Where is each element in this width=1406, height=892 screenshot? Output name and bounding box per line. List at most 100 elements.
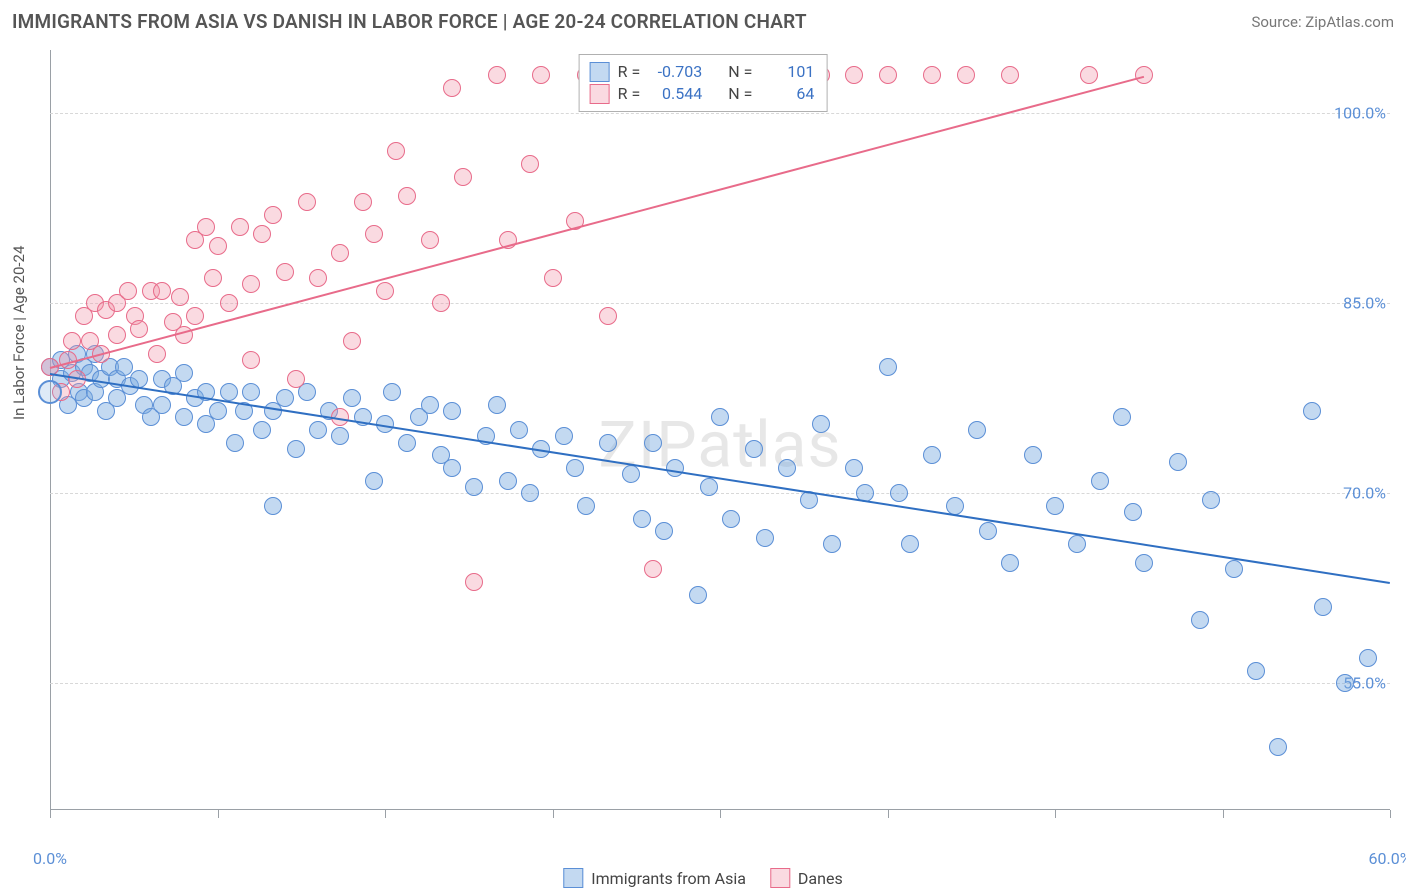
data-point-asia[interactable]	[1269, 738, 1287, 756]
data-point-danes[interactable]	[465, 573, 483, 591]
data-point-asia[interactable]	[1359, 649, 1377, 667]
data-point-asia[interactable]	[1091, 472, 1109, 490]
data-point-danes[interactable]	[644, 560, 662, 578]
data-point-danes[interactable]	[845, 66, 863, 84]
data-point-asia[interactable]	[488, 396, 506, 414]
data-point-asia[interactable]	[622, 465, 640, 483]
data-point-danes[interactable]	[148, 345, 166, 363]
data-point-danes[interactable]	[253, 225, 271, 243]
data-point-danes[interactable]	[204, 269, 222, 287]
data-point-danes[interactable]	[153, 282, 171, 300]
data-point-danes[interactable]	[298, 193, 316, 211]
data-point-danes[interactable]	[119, 282, 137, 300]
data-point-asia[interactable]	[115, 358, 133, 376]
selected-point[interactable]	[38, 380, 62, 404]
data-point-danes[interactable]	[923, 66, 941, 84]
data-point-asia[interactable]	[287, 440, 305, 458]
data-point-asia[interactable]	[1124, 503, 1142, 521]
data-point-asia[interactable]	[226, 434, 244, 452]
data-point-danes[interactable]	[276, 263, 294, 281]
data-point-asia[interactable]	[655, 522, 673, 540]
data-point-danes[interactable]	[309, 269, 327, 287]
data-point-danes[interactable]	[197, 218, 215, 236]
data-point-danes[interactable]	[398, 187, 416, 205]
data-point-danes[interactable]	[387, 142, 405, 160]
data-point-asia[interactable]	[175, 408, 193, 426]
data-point-asia[interactable]	[264, 497, 282, 515]
data-point-asia[interactable]	[745, 440, 763, 458]
data-point-asia[interactable]	[383, 383, 401, 401]
data-point-asia[interactable]	[398, 434, 416, 452]
data-point-danes[interactable]	[532, 66, 550, 84]
data-point-asia[interactable]	[599, 434, 617, 452]
data-point-danes[interactable]	[599, 307, 617, 325]
data-point-danes[interactable]	[454, 168, 472, 186]
data-point-asia[interactable]	[1202, 491, 1220, 509]
data-point-asia[interactable]	[153, 396, 171, 414]
data-point-danes[interactable]	[957, 66, 975, 84]
data-point-asia[interactable]	[666, 459, 684, 477]
data-point-danes[interactable]	[231, 218, 249, 236]
data-point-danes[interactable]	[1135, 66, 1153, 84]
data-point-asia[interactable]	[756, 529, 774, 547]
data-point-asia[interactable]	[1225, 560, 1243, 578]
data-point-asia[interactable]	[566, 459, 584, 477]
data-point-asia[interactable]	[845, 459, 863, 477]
data-point-asia[interactable]	[365, 472, 383, 490]
data-point-asia[interactable]	[343, 389, 361, 407]
data-point-asia[interactable]	[979, 522, 997, 540]
data-point-asia[interactable]	[1191, 611, 1209, 629]
data-point-danes[interactable]	[376, 282, 394, 300]
data-point-danes[interactable]	[242, 351, 260, 369]
data-point-asia[interactable]	[577, 497, 595, 515]
data-point-asia[interactable]	[1303, 402, 1321, 420]
data-point-asia[interactable]	[901, 535, 919, 553]
data-point-asia[interactable]	[276, 389, 294, 407]
data-point-asia[interactable]	[1135, 554, 1153, 572]
data-point-asia[interactable]	[555, 427, 573, 445]
data-point-danes[interactable]	[331, 244, 349, 262]
legend-item-asia[interactable]: Immigrants from Asia	[563, 868, 746, 888]
data-point-asia[interactable]	[923, 446, 941, 464]
data-point-asia[interactable]	[521, 484, 539, 502]
data-point-danes[interactable]	[63, 332, 81, 350]
data-point-danes[interactable]	[432, 294, 450, 312]
data-point-asia[interactable]	[823, 535, 841, 553]
data-point-asia[interactable]	[1314, 598, 1332, 616]
data-point-asia[interactable]	[700, 478, 718, 496]
data-point-asia[interactable]	[242, 383, 260, 401]
data-point-asia[interactable]	[443, 459, 461, 477]
data-point-asia[interactable]	[421, 396, 439, 414]
data-point-danes[interactable]	[264, 206, 282, 224]
data-point-asia[interactable]	[879, 358, 897, 376]
data-point-danes[interactable]	[186, 307, 204, 325]
data-point-asia[interactable]	[220, 383, 238, 401]
data-point-danes[interactable]	[287, 370, 305, 388]
data-point-asia[interactable]	[175, 364, 193, 382]
data-point-asia[interactable]	[209, 402, 227, 420]
data-point-asia[interactable]	[968, 421, 986, 439]
data-point-danes[interactable]	[521, 155, 539, 173]
data-point-danes[interactable]	[209, 237, 227, 255]
data-point-asia[interactable]	[1024, 446, 1042, 464]
data-point-asia[interactable]	[1113, 408, 1131, 426]
data-point-asia[interactable]	[1336, 674, 1354, 692]
data-point-asia[interactable]	[253, 421, 271, 439]
data-point-danes[interactable]	[544, 269, 562, 287]
data-point-danes[interactable]	[108, 326, 126, 344]
data-point-asia[interactable]	[465, 478, 483, 496]
data-point-danes[interactable]	[220, 294, 238, 312]
data-point-asia[interactable]	[689, 586, 707, 604]
data-point-asia[interactable]	[778, 459, 796, 477]
data-point-asia[interactable]	[309, 421, 327, 439]
data-point-danes[interactable]	[130, 320, 148, 338]
data-point-asia[interactable]	[499, 472, 517, 490]
data-point-danes[interactable]	[488, 66, 506, 84]
data-point-asia[interactable]	[1169, 453, 1187, 471]
data-point-asia[interactable]	[331, 427, 349, 445]
data-point-danes[interactable]	[171, 288, 189, 306]
data-point-asia[interactable]	[443, 402, 461, 420]
data-point-danes[interactable]	[443, 79, 461, 97]
data-point-asia[interactable]	[812, 415, 830, 433]
data-point-danes[interactable]	[1001, 66, 1019, 84]
